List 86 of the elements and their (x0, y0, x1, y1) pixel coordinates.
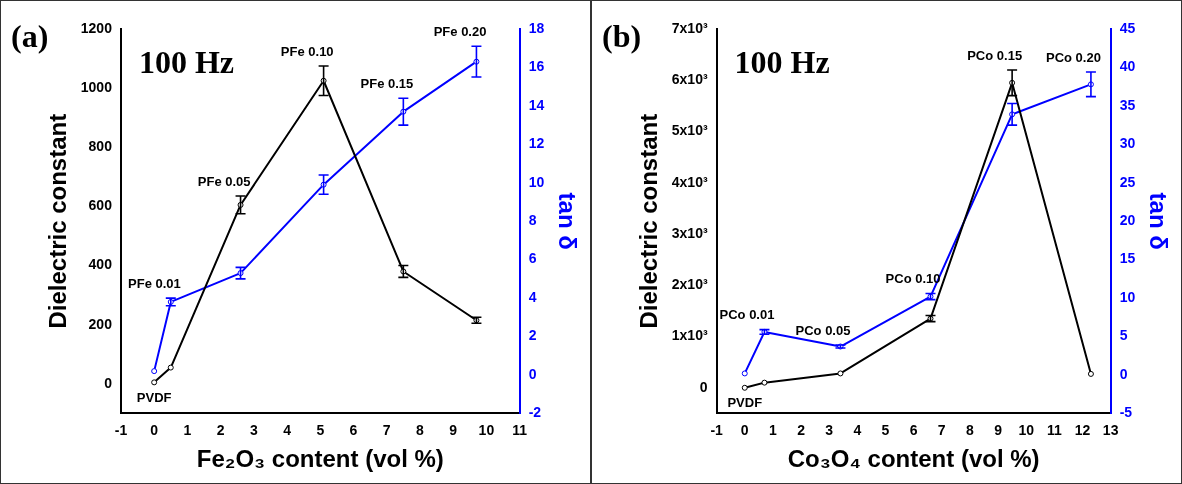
y2-tick-label: 10 (528, 173, 545, 190)
y-tick-label: 1000 (80, 79, 113, 95)
x-tick-label: 9 (994, 421, 1003, 438)
annotation: 100 Hz (138, 44, 235, 81)
x-tick-label: 10 (478, 421, 495, 438)
x-tick-label: 1 (769, 421, 777, 438)
x-tick-label: 2 (797, 421, 806, 438)
x-tick-label: 13 (1102, 421, 1119, 438)
annotation: PVDF (136, 389, 172, 405)
y2-tick-label: 8 (528, 212, 537, 229)
y2-tick-label: 18 (528, 19, 545, 36)
y2-tick-label: 6 (528, 250, 537, 267)
y2-tick-label: 45 (1119, 19, 1136, 36)
y2-axis-title: tan δ (553, 192, 581, 250)
text: (b) (602, 18, 642, 55)
y-tick-label: 1x10³ (671, 327, 708, 344)
annotation: PFe 0.05 (197, 173, 251, 189)
y-tick-label: 3x10³ (671, 224, 708, 241)
annotation: PCo 0.01 (719, 307, 775, 323)
y2-tick-label: 5 (1119, 327, 1128, 344)
x-tick-label: 6 (909, 421, 918, 438)
y-tick-label: 7x10³ (671, 19, 708, 36)
x-tick-label: 8 (966, 421, 975, 438)
y-tick-label: 1200 (80, 19, 113, 36)
annotation: PVDF (727, 395, 763, 411)
y-tick-label: 800 (88, 138, 113, 155)
x-tick-label: 4 (853, 421, 862, 438)
x-tick-label: -1 (710, 421, 724, 438)
y-axis-title: Dielectric constant (44, 113, 72, 329)
annotation: PCo 0.20 (1046, 49, 1101, 65)
y2-tick-label: 30 (1119, 135, 1136, 152)
x-axis-title: Fe₂O₃ content (vol %) (196, 445, 444, 473)
y-tick-label: 2x10³ (671, 276, 708, 293)
y-tick-label: 6x10³ (671, 71, 708, 88)
y2-tick-label: 20 (1119, 212, 1136, 229)
y2-tick-label: 0 (1119, 365, 1128, 382)
x-tick-label: 7 (382, 421, 391, 438)
annotation: 100 Hz (734, 44, 830, 81)
x-tick-label: 0 (740, 421, 749, 438)
y-tick-label: 400 (88, 256, 113, 273)
y-axis-title: Dielectric constant (635, 113, 663, 329)
annotation: PFe 0.01 (128, 275, 181, 291)
y2-tick-label: -2 (528, 404, 542, 421)
x-tick-label: 7 (937, 421, 946, 438)
annotation: PCo 0.15 (967, 47, 1023, 63)
y-tick-label: 0 (104, 374, 113, 391)
x-tick-label: 12 (1074, 421, 1091, 438)
x-tick-label: 5 (316, 421, 325, 438)
x-tick-label: 8 (416, 421, 425, 438)
y2-tick-label: 2 (528, 327, 537, 344)
y2-tick-label: 16 (528, 58, 545, 75)
x-tick-label: 6 (349, 421, 358, 438)
x-tick-label: 0 (150, 421, 159, 438)
x-tick-label: 4 (283, 421, 292, 438)
x-tick-label: 3 (825, 421, 834, 438)
annotation: PFe 0.10 (280, 43, 334, 59)
x-tick-label: 2 (216, 421, 225, 438)
y2-tick-label: 35 (1119, 96, 1136, 113)
x-tick-label: 1 (183, 421, 192, 438)
x-tick-label: 11 (1046, 421, 1062, 438)
y2-tick-label: 0 (528, 365, 537, 382)
y-tick-label: 4x10³ (671, 173, 708, 190)
annotation: PCo 0.05 (795, 322, 851, 338)
y-tick-label: 0 (699, 378, 708, 395)
x-tick-label: 5 (881, 421, 890, 438)
y2-tick-label: 12 (528, 135, 545, 152)
y-tick-label: 200 (88, 315, 113, 332)
y2-tick-label: 15 (1119, 250, 1136, 267)
x-tick-label: 9 (449, 421, 458, 438)
y2-axis-title: tan δ (1144, 192, 1172, 250)
x-tick-label: 10 (1018, 421, 1035, 438)
y-tick-label: 5x10³ (671, 122, 708, 139)
x-tick-label: -1 (114, 421, 128, 438)
text: (a) (11, 18, 49, 55)
y2-tick-label: 25 (1119, 173, 1136, 190)
y2-tick-label: 4 (528, 288, 537, 305)
annotation: PFe 0.15 (360, 75, 414, 91)
x-axis-title: Co₃O₄ content (vol %) (787, 445, 1040, 473)
y2-tick-label: 14 (528, 96, 545, 113)
y2-tick-label: -5 (1119, 404, 1133, 421)
annotation: PFe 0.20 (433, 23, 487, 39)
y2-tick-label: 10 (1119, 288, 1136, 305)
y-tick-label: 600 (88, 197, 113, 214)
x-tick-label: 3 (249, 421, 258, 438)
x-tick-label: 11 (512, 421, 528, 438)
y2-tick-label: 40 (1119, 58, 1136, 75)
